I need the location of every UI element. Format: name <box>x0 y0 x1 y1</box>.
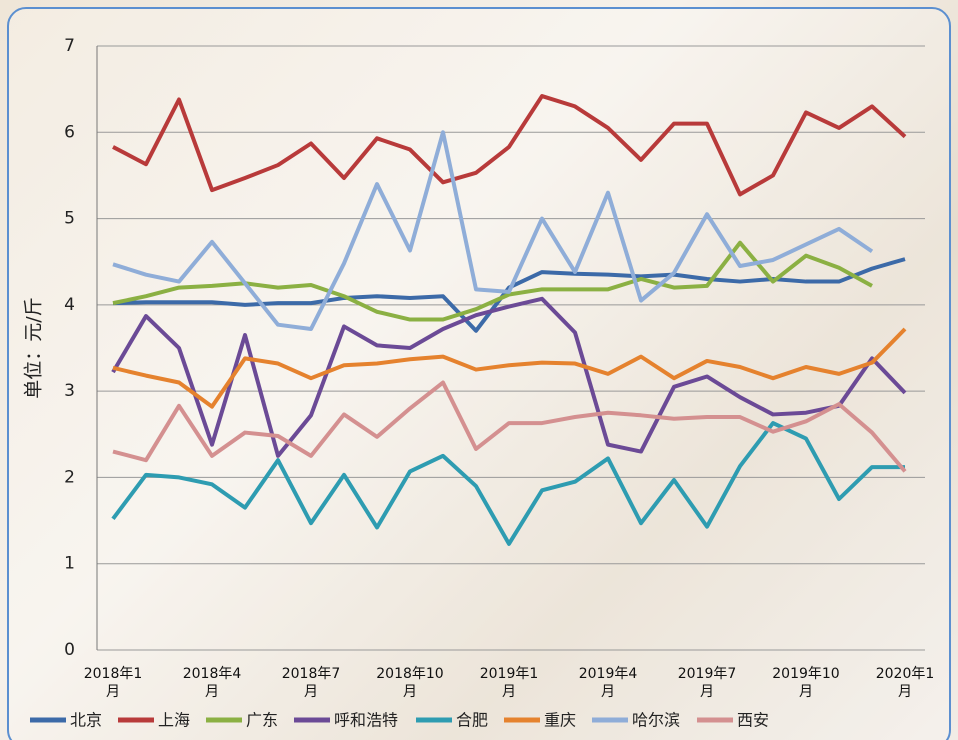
series-line <box>111 296 907 458</box>
series-line <box>112 240 873 322</box>
x-tick-label: 2019年4月 <box>578 666 638 700</box>
x-tick-label: 2019年10月 <box>772 666 840 700</box>
x-tick-label: 2018年7月 <box>281 666 341 700</box>
x-tick-label: 2019年7月 <box>677 666 737 700</box>
legend-label: 西安 <box>737 711 769 730</box>
series-line <box>112 327 907 409</box>
x-tick-label: 2019年1月 <box>479 666 539 700</box>
y-tick-label: 1 <box>64 554 75 574</box>
series-line <box>112 130 874 332</box>
y-tick-label: 5 <box>64 209 75 229</box>
frame-border <box>7 7 951 740</box>
legend-label: 北京 <box>70 711 102 730</box>
legend-label: 合肥 <box>456 711 488 730</box>
series-line <box>112 380 907 473</box>
x-tick-label: 2018年1月 <box>83 666 143 700</box>
x-tick-label: 2020年1月 <box>875 666 935 700</box>
x-tick-label: 2018年10月 <box>376 666 444 700</box>
y-tick-label: 6 <box>64 122 75 142</box>
y-tick-label: 0 <box>64 640 75 660</box>
y-tick-label: 2 <box>64 467 75 487</box>
legend-label: 哈尔滨 <box>632 711 680 730</box>
y-tick-label: 4 <box>64 295 75 315</box>
legend-label: 重庆 <box>544 711 576 730</box>
y-axis-label: 单位：元/斤 <box>23 297 45 398</box>
legend-label: 上海 <box>158 711 190 730</box>
y-tick-label: 3 <box>64 381 75 401</box>
x-tick-label: 2018年4月 <box>182 666 242 700</box>
series-line <box>111 421 905 546</box>
legend-label: 呼和浩特 <box>334 711 398 730</box>
series-line <box>112 94 907 197</box>
legend-label: 广东 <box>246 711 278 730</box>
y-tick-label: 7 <box>64 36 75 56</box>
